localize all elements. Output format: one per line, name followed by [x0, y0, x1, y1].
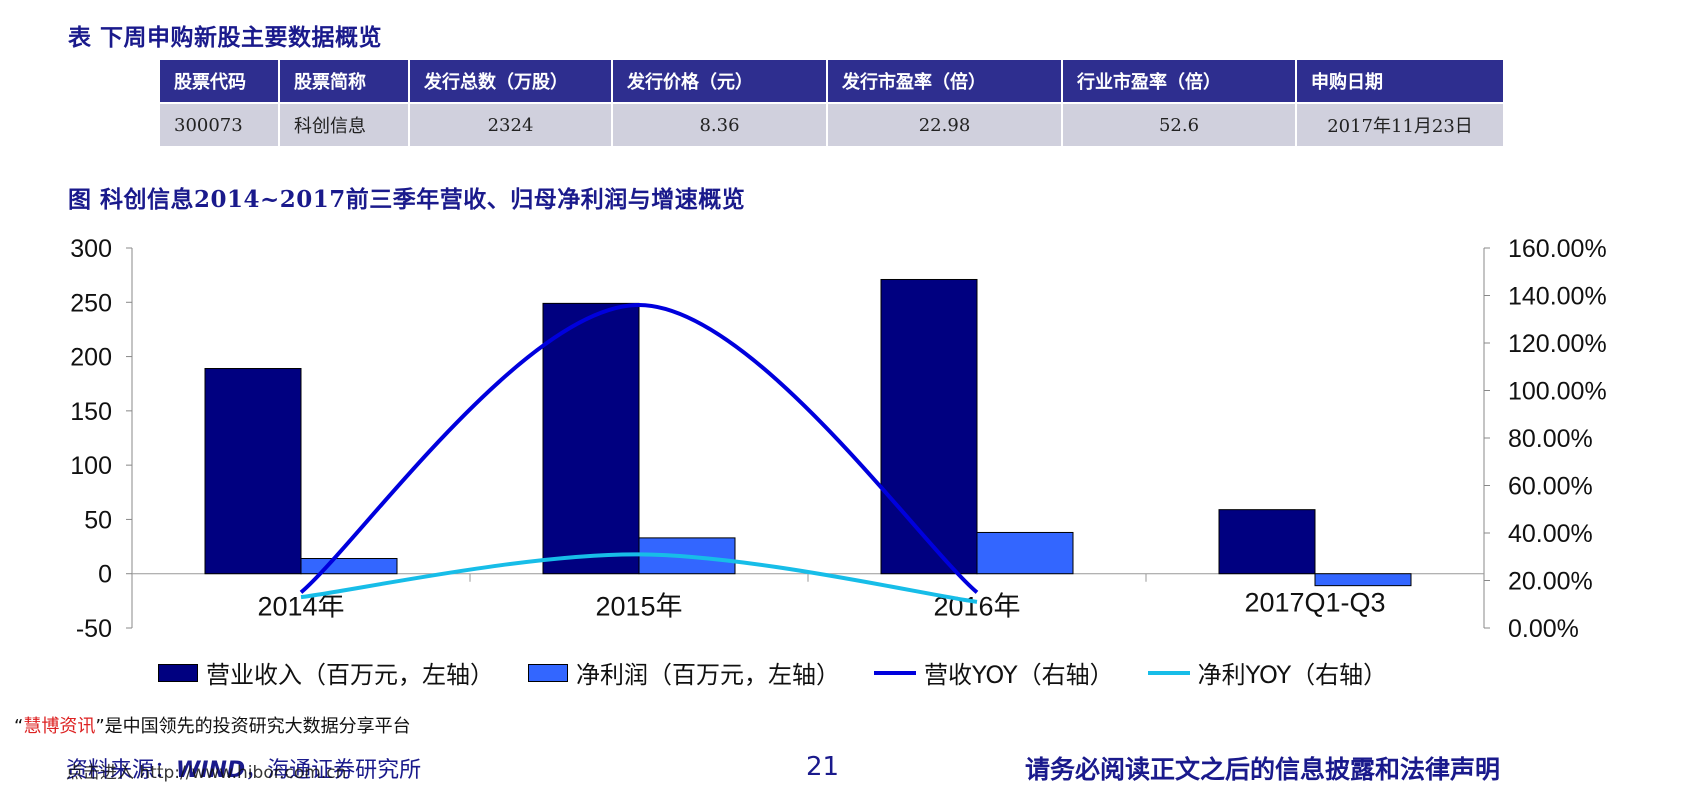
table-header-row: 股票代码 股票简称 发行总数（万股） 发行价格（元） 发行市盈率（倍） 行业市盈…	[160, 60, 1503, 102]
table-title: 表 下周申购新股主要数据概览	[68, 24, 383, 51]
left-tick-label: 50	[84, 506, 112, 534]
category-label: 2015年	[595, 592, 682, 622]
quote-mark: ”	[95, 716, 105, 737]
bar-net-profit	[300, 558, 398, 575]
bar-revenue	[204, 368, 302, 575]
legend-label: 净利YOY（右轴）	[1197, 661, 1388, 689]
left-tick-label: -50	[76, 615, 112, 643]
right-tick-label: 40.00%	[1508, 520, 1593, 548]
column-header: 发行总数（万股）	[410, 60, 611, 102]
legend-item-revenue-yoy: 营收YOY（右轴）	[874, 655, 1114, 690]
watermark-body: 是中国领先的投资研究大数据分享平台	[104, 716, 411, 737]
legend-swatch	[874, 670, 916, 675]
disclaimer-text: 请务必阅读正文之后的信息披露和法律声明	[1025, 755, 1501, 784]
quote-mark: “	[14, 716, 24, 737]
legend-swatch	[528, 663, 568, 682]
left-tick-label: 150	[70, 398, 112, 426]
left-tick-label: 0	[98, 561, 112, 589]
column-header: 申购日期	[1297, 60, 1503, 102]
right-tick-label: 160.00%	[1508, 235, 1607, 263]
table-cell: 8.36	[613, 104, 826, 146]
table-cell: 2017年11月23日	[1297, 104, 1503, 146]
chart-title: 图 科创信息2014~2017前三季年营收、归母净利润与增速概览	[68, 186, 746, 213]
column-header: 发行市盈率（倍）	[828, 60, 1061, 102]
right-tick-label: 80.00%	[1508, 425, 1593, 453]
bar-revenue	[880, 278, 978, 575]
legend-item-profit-yoy: 净利YOY（右轴）	[1147, 655, 1388, 690]
line-revenue-yoy	[299, 302, 979, 594]
source-suffix: ，海通证券研究所	[245, 758, 422, 783]
watermark-text: “慧博资讯”是中国领先的投资研究大数据分享平台	[14, 712, 411, 738]
legend-item-revenue: 营业收入（百万元，左轴）	[158, 655, 494, 690]
legend-swatch	[1147, 670, 1190, 675]
table-cell: 300073	[160, 104, 278, 146]
source-link[interactable]: 点击进入 http://www.hibor.com.cn	[66, 763, 347, 783]
line-profit-yoy	[300, 552, 978, 604]
right-tick-label: 20.00%	[1508, 568, 1593, 596]
right-tick-label: 0.00%	[1508, 615, 1579, 643]
bar-revenue	[1218, 509, 1316, 575]
column-header: 发行价格（元）	[613, 60, 826, 102]
legend-label: 营收YOY（右轴）	[924, 661, 1114, 689]
bar-net-profit	[976, 531, 1074, 575]
source-note: 资料来源：WIND，海通证券研究所	[66, 752, 421, 784]
table-row: 300073 科创信息 2324 8.36 22.98 52.6 2017年11…	[160, 104, 1503, 146]
bar-net-profit	[1314, 573, 1412, 587]
right-tick-label: 140.00%	[1508, 283, 1607, 311]
bar-revenue	[542, 302, 640, 575]
table-cell: 52.6	[1063, 104, 1295, 146]
left-tick-label: 250	[70, 289, 112, 317]
left-tick-label: 300	[70, 235, 112, 263]
table-cell: 2324	[410, 104, 611, 146]
watermark-brand: 慧博资讯	[23, 716, 96, 737]
right-tick-label: 100.00%	[1508, 378, 1607, 406]
source-prefix: 资料来源：	[66, 758, 177, 783]
legend-label: 营业收入（百万元，左轴）	[206, 661, 494, 689]
page-number: 21	[806, 752, 840, 782]
category-label: 2017Q1-Q3	[1244, 588, 1385, 618]
legend-item-net-profit: 净利润（百万元，左轴）	[528, 655, 840, 690]
legend-swatch	[158, 663, 198, 682]
left-tick-label: 200	[70, 344, 112, 372]
column-header: 股票代码	[160, 60, 278, 102]
legend-label: 净利润（百万元，左轴）	[576, 661, 840, 689]
right-tick-label: 60.00%	[1508, 473, 1593, 501]
table-cell: 科创信息	[280, 104, 408, 146]
source-wind: WIND	[176, 758, 246, 783]
right-tick-label: 120.00%	[1508, 330, 1607, 358]
table-cell: 22.98	[828, 104, 1061, 146]
left-tick-label: 100	[70, 452, 112, 480]
chart-legend: 营业收入（百万元，左轴） 净利润（百万元，左轴） 营收YOY（右轴） 净利YOY…	[158, 655, 1421, 690]
ipo-table: 股票代码 股票简称 发行总数（万股） 发行价格（元） 发行市盈率（倍） 行业市盈…	[158, 58, 1505, 148]
column-header: 股票简称	[280, 60, 408, 102]
column-header: 行业市盈率（倍）	[1063, 60, 1295, 102]
